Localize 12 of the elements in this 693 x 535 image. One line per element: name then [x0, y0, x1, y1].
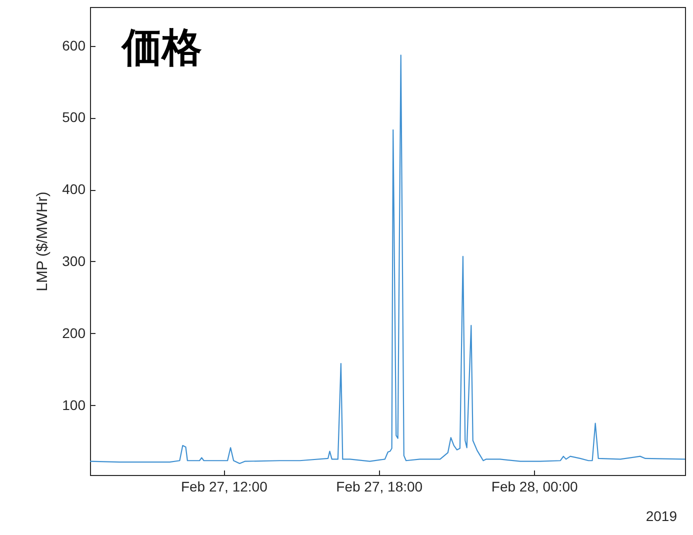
- x-tick-label: Feb 27, 18:00: [336, 478, 423, 494]
- x-tick-label: Feb 28, 00:00: [491, 478, 578, 494]
- text: 2019: [646, 508, 678, 524]
- y-tick-label: 500: [62, 109, 86, 126]
- y-tick-label: 300: [62, 252, 86, 269]
- y-tick-label: 200: [62, 324, 86, 341]
- y-tick-label: 100: [62, 396, 86, 413]
- y-tick-label: 400: [62, 181, 86, 198]
- y-axis-title: LMP ($/MWHr): [34, 192, 52, 292]
- y-tick-label: 600: [62, 37, 86, 54]
- x-tick-label: Feb 27, 12:00: [180, 478, 268, 494]
- text: 価格: [120, 25, 202, 71]
